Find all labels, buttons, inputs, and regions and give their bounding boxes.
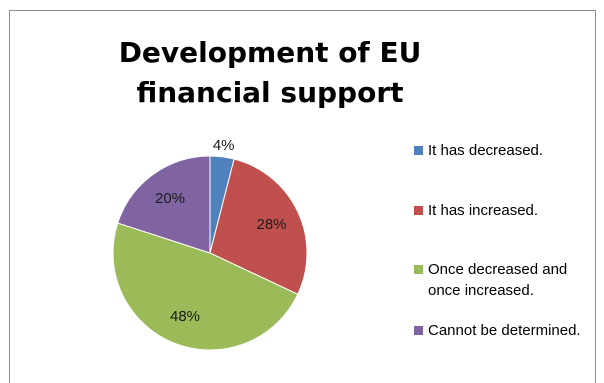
- legend-item-decreased: It has decreased.: [414, 140, 599, 161]
- legend-label-mixed: Once decreased and once increased.: [428, 261, 568, 299]
- legend-label-undetermined: Cannot be determined.: [428, 322, 581, 339]
- slice-label-increased: 28%: [256, 216, 286, 233]
- pie-slice-undetermined: [117, 155, 211, 254]
- legend-item-mixed: Once decreased and once increased.: [414, 259, 599, 301]
- chart-title: Development of EU financial support: [118, 36, 422, 109]
- slice-label-decreased: 4%: [213, 137, 235, 154]
- legend-swatch-mixed: [414, 265, 423, 274]
- pie-slice-increased: [209, 158, 308, 295]
- chart-frame: [9, 10, 596, 383]
- slice-label-mixed: 48%: [170, 308, 200, 325]
- legend-swatch-increased: [414, 206, 423, 215]
- legend-label-increased: It has increased.: [428, 202, 539, 219]
- legend-swatch-decreased: [414, 146, 423, 155]
- slice-label-undetermined: 20%: [155, 190, 185, 207]
- legend-swatch-undetermined: [414, 326, 423, 335]
- pie-slice-mixed: [112, 222, 299, 351]
- legend-item-increased: It has increased.: [414, 200, 599, 221]
- legend-item-undetermined: Cannot be determined.: [414, 320, 599, 341]
- legend-label-decreased: It has decreased.: [428, 142, 544, 159]
